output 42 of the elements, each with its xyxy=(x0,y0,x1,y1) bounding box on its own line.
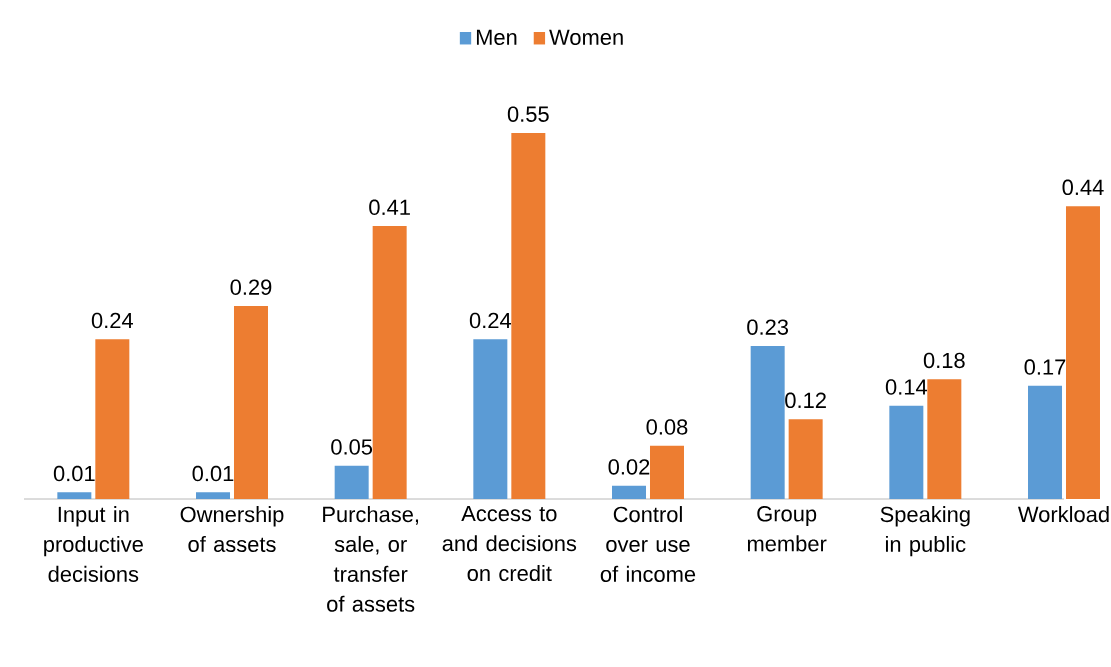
data-label: 0.29 xyxy=(230,279,272,295)
data-label: 0.01 xyxy=(192,465,234,482)
x-tick-label: Group member xyxy=(747,506,827,552)
bar xyxy=(57,492,92,499)
x-tick-label: Access to and decisions on credit xyxy=(442,506,577,582)
bar xyxy=(1028,385,1063,499)
bar xyxy=(511,132,546,499)
bar xyxy=(889,405,924,499)
x-tick-label: Ownership of assets xyxy=(180,506,284,553)
data-label: 0.18 xyxy=(923,352,965,369)
bar xyxy=(334,465,369,499)
data-label: 0.24 xyxy=(91,312,133,329)
bar xyxy=(95,339,130,499)
x-tick-label: Input in productive decisions xyxy=(44,506,143,582)
bar xyxy=(473,339,508,499)
bar xyxy=(372,226,407,499)
x-tick-label: Control over use of income xyxy=(600,506,696,582)
bar xyxy=(788,419,823,499)
bar xyxy=(649,445,684,499)
data-label: 0.01 xyxy=(53,465,95,482)
bar xyxy=(1065,206,1100,499)
bar xyxy=(196,492,231,499)
bar xyxy=(927,379,962,499)
data-label: 0.23 xyxy=(747,319,789,335)
x-tick-label: Purchase, sale, or transfer of assets xyxy=(323,506,419,612)
data-label: 0.44 xyxy=(1062,179,1104,196)
data-label: 0.24 xyxy=(469,312,512,329)
legend-label: Women xyxy=(549,29,623,46)
x-tick-label: Workload xyxy=(1018,506,1109,523)
data-label: 0.05 xyxy=(331,439,373,455)
bar xyxy=(612,485,647,499)
bar xyxy=(750,345,785,499)
x-tick-label: Speaking in public xyxy=(880,506,970,557)
data-label: 0.14 xyxy=(885,379,928,395)
data-label: 0.41 xyxy=(369,199,410,216)
data-label: 0.12 xyxy=(785,392,826,409)
data-label: 0.02 xyxy=(608,459,650,475)
data-label: 0.08 xyxy=(646,419,688,435)
data-label: 0.55 xyxy=(507,106,549,122)
bar xyxy=(233,305,268,499)
data-label: 0.17 xyxy=(1024,359,1066,375)
legend-label: Men xyxy=(476,29,517,46)
